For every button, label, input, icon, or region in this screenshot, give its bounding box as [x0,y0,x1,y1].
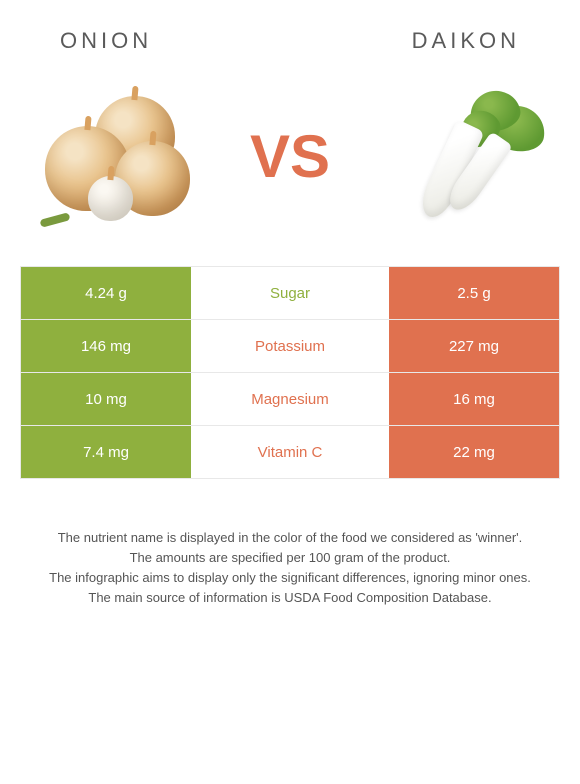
right-value: 2.5 g [389,267,559,319]
footnote-line: The nutrient name is displayed in the co… [25,528,555,548]
nutrient-row: 146 mgPotassium227 mg [20,319,560,373]
left-value: 10 mg [21,373,191,425]
vs-label: VS [250,122,330,191]
nutrient-row: 7.4 mgVitamin C22 mg [20,425,560,479]
nutrient-row: 10 mgMagnesium16 mg [20,372,560,426]
left-value: 4.24 g [21,267,191,319]
left-value: 7.4 mg [21,426,191,478]
right-food-title: DAIKON [412,28,520,54]
left-food-title: ONION [60,28,152,54]
right-value: 16 mg [389,373,559,425]
nutrient-name: Vitamin C [191,426,389,478]
nutrient-table: 4.24 gSugar2.5 g146 mgPotassium227 mg10 … [20,266,560,479]
footnotes: The nutrient name is displayed in the co… [0,478,580,609]
nutrient-row: 4.24 gSugar2.5 g [20,266,560,320]
nutrient-name: Magnesium [191,373,389,425]
footnote-line: The amounts are specified per 100 gram o… [25,548,555,568]
right-value: 22 mg [389,426,559,478]
footnote-line: The main source of information is USDA F… [25,588,555,608]
footnote-line: The infographic aims to display only the… [25,568,555,588]
nutrient-name: Sugar [191,267,389,319]
header: ONION DAIKON [0,0,580,66]
left-value: 146 mg [21,320,191,372]
onion-image [30,76,210,236]
nutrient-name: Potassium [191,320,389,372]
daikon-image [370,76,550,236]
comparison-images: VS [0,66,580,266]
right-value: 227 mg [389,320,559,372]
